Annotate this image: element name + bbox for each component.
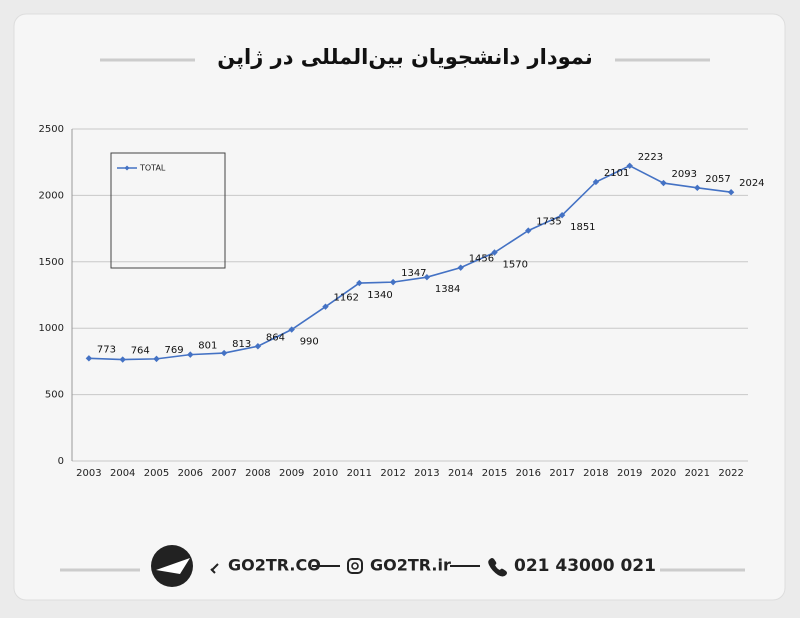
y-tick-label: 1000	[39, 323, 64, 334]
point	[288, 326, 295, 333]
data-label: 801	[198, 341, 217, 352]
x-tick-label: 2020	[651, 468, 676, 479]
x-tick-label: 2019	[617, 468, 642, 479]
x-tick-label: 2004	[110, 468, 135, 479]
point	[558, 211, 566, 219]
point	[694, 184, 701, 192]
y-tick-label: 500	[45, 390, 64, 401]
phone: 021 43000 021	[514, 556, 656, 576]
data-label: 864	[266, 332, 285, 343]
phone-icon	[488, 558, 507, 577]
point	[592, 178, 600, 186]
x-tick-label: 2017	[549, 468, 574, 479]
x-tick-label: 2018	[583, 468, 608, 479]
y-tick-label: 2500	[39, 124, 64, 135]
x-tick-label: 2014	[448, 468, 473, 479]
point	[389, 278, 397, 286]
data-label: 2093	[672, 169, 697, 180]
x-tick-label: 2009	[279, 468, 304, 479]
x-tick-label: 2003	[76, 468, 101, 479]
data-label: 2024	[739, 178, 764, 189]
data-label: 1456	[469, 254, 494, 265]
point	[153, 355, 160, 363]
point	[85, 355, 93, 362]
x-tick-label: 2011	[347, 468, 372, 479]
data-label: 1570	[503, 260, 528, 271]
point	[457, 264, 464, 271]
y-tick-label: 0	[58, 456, 64, 467]
point	[626, 162, 633, 169]
logo-plane	[156, 558, 190, 574]
x-tick-label: 2007	[211, 468, 236, 479]
instagram-icon	[347, 558, 363, 574]
data-label: 764	[131, 346, 150, 357]
x-tick-label: 2021	[685, 468, 710, 479]
point	[356, 279, 363, 287]
link-icon	[210, 563, 219, 574]
x-tick-label: 2016	[516, 468, 541, 479]
website: GO2TR.CO	[228, 556, 321, 575]
point	[119, 356, 126, 363]
x-tick-label: 2012	[380, 468, 405, 479]
point	[220, 349, 228, 357]
legend-marker	[124, 165, 130, 171]
x-tick-label: 2015	[482, 468, 507, 479]
chart-title: نمودار دانشجویان بین‌المللی در ژاپن	[217, 45, 593, 69]
x-tick-label: 2010	[313, 468, 338, 479]
y-tick-label: 2000	[39, 190, 64, 201]
legend-label: TOTAL	[139, 164, 166, 173]
point	[727, 189, 735, 196]
point	[322, 303, 329, 310]
point	[491, 249, 498, 256]
data-label: 2057	[705, 174, 730, 185]
point	[525, 227, 532, 234]
data-label: 990	[300, 337, 319, 348]
instagram: GO2TR.ir	[370, 556, 451, 575]
data-label: 1340	[367, 290, 392, 301]
card	[13, 13, 786, 601]
point	[254, 343, 262, 350]
series-line	[88, 164, 732, 361]
data-label: 1735	[536, 217, 561, 228]
x-tick-label: 2006	[178, 468, 203, 479]
y-tick-label: 1500	[39, 257, 64, 268]
x-tick-label: 2008	[245, 468, 270, 479]
data-label: 769	[165, 345, 184, 356]
point	[187, 351, 194, 358]
legend-box	[110, 152, 226, 269]
footer: GO2TR.CO GO2TR.ir 021 43000 021	[60, 545, 745, 587]
data-label: 773	[97, 344, 116, 355]
point	[423, 274, 431, 281]
instagram-icon-lens	[351, 562, 359, 570]
data-label: 813	[232, 339, 251, 350]
x-tick-label: 2005	[144, 468, 169, 479]
point	[660, 179, 667, 187]
x-tick-label: 2013	[414, 468, 439, 479]
data-label: 1162	[334, 293, 359, 304]
x-tick-label: 2022	[718, 468, 743, 479]
data-label: 1851	[570, 222, 595, 233]
data-label: 1384	[435, 284, 460, 295]
data-label: 1347	[401, 268, 426, 279]
data-label: 2223	[638, 152, 663, 163]
data-label: 2101	[604, 168, 629, 179]
